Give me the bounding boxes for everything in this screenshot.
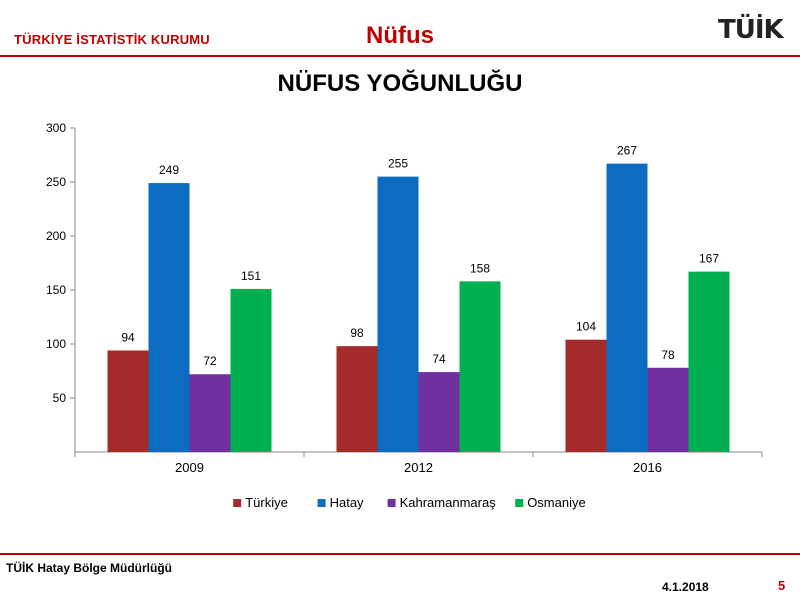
org-name: TÜRKİYE İSTATİSTİK KURUMU xyxy=(14,32,210,47)
data-label: 151 xyxy=(241,269,261,283)
y-tick-label: 300 xyxy=(46,121,66,135)
y-tick-label: 100 xyxy=(46,337,66,351)
section-title: Nüfus xyxy=(366,22,434,49)
bar xyxy=(606,163,648,452)
bar xyxy=(107,350,149,452)
bar xyxy=(336,346,378,452)
bar xyxy=(230,288,272,452)
bar xyxy=(189,374,231,452)
legend-label: Kahramanmaraş xyxy=(400,495,497,510)
data-label: 74 xyxy=(432,352,446,366)
x-tick-label: 2016 xyxy=(633,460,662,475)
data-label: 72 xyxy=(203,354,217,368)
bar xyxy=(148,183,190,452)
y-tick-label: 50 xyxy=(53,391,67,405)
y-tick-label: 250 xyxy=(46,175,66,189)
legend-label: Türkiye xyxy=(245,495,288,510)
legend-swatch xyxy=(387,499,396,507)
data-label: 94 xyxy=(121,330,135,344)
data-label: 98 xyxy=(350,326,364,340)
footer-office-name: TÜİK Hatay Bölge Müdürlüğü xyxy=(6,561,172,575)
header-divider xyxy=(0,55,800,57)
data-label: 267 xyxy=(617,144,637,158)
data-label: 78 xyxy=(661,348,675,362)
data-label: 104 xyxy=(576,320,596,334)
bar xyxy=(688,271,730,452)
logo-text: TÜİK xyxy=(718,15,784,45)
bar xyxy=(565,339,607,452)
bar xyxy=(418,372,460,452)
x-tick-label: 2012 xyxy=(404,460,433,475)
tuik-logo: TÜİK xyxy=(718,14,784,46)
y-tick-label: 200 xyxy=(46,229,66,243)
legend-swatch xyxy=(515,499,524,507)
data-label: 249 xyxy=(159,163,179,177)
legend-swatch xyxy=(317,499,326,507)
chart-title: NÜFUS YOĞUNLUĞU xyxy=(277,70,523,97)
data-label: 158 xyxy=(470,261,490,275)
data-label: 255 xyxy=(388,157,408,171)
page-number: 5 xyxy=(778,578,786,593)
legend-label: Hatay xyxy=(330,495,364,510)
legend-label: Osmaniye xyxy=(527,495,586,510)
bar xyxy=(647,367,689,452)
footer-divider xyxy=(0,553,800,555)
x-tick-label: 2009 xyxy=(175,460,204,475)
legend-swatch xyxy=(233,499,242,507)
y-tick-label: 150 xyxy=(46,283,66,297)
population-density-chart: 50 100 150 200 250 300 2009 2012 2016 94 249 72 151 9… xyxy=(46,121,763,510)
bar xyxy=(377,176,419,452)
footer-date: 4.1.2018 xyxy=(662,580,709,594)
data-label: 167 xyxy=(699,252,719,266)
bar xyxy=(459,281,501,452)
